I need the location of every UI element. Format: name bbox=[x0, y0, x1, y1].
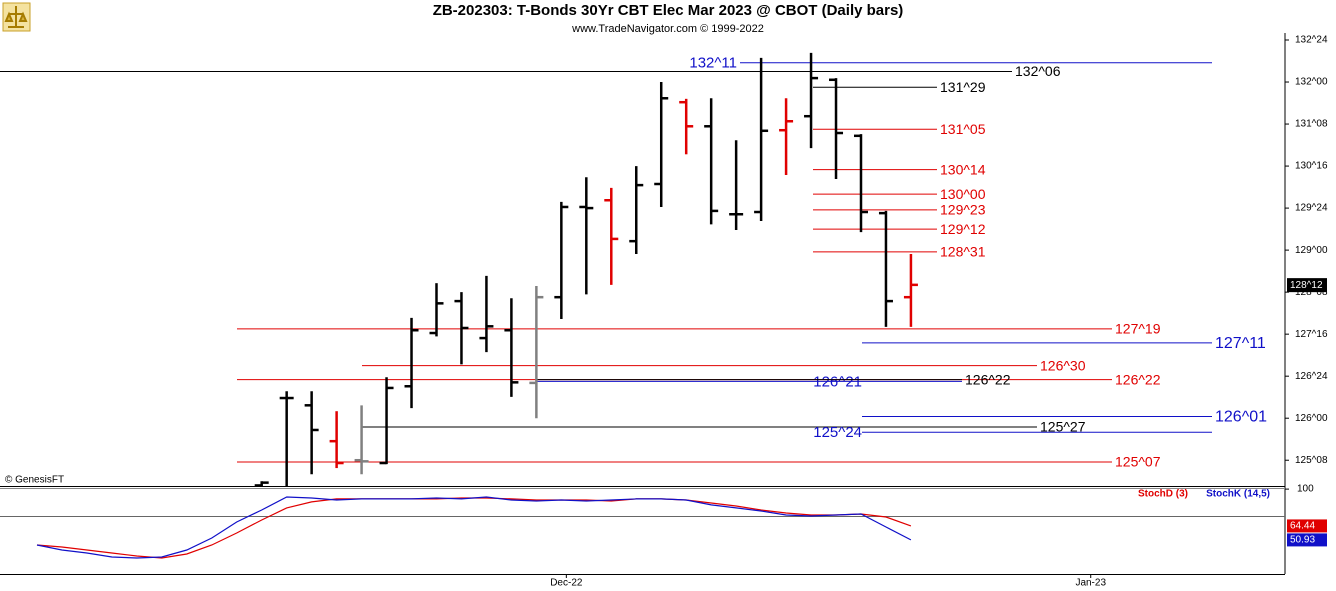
logo bbox=[2, 2, 31, 32]
price-plot: 132^11 132^06131^29131^05130^14130^00129^… bbox=[0, 52, 1267, 486]
chart-title: ZB-202303: T-Bonds 30Yr CBT Elec Mar 202… bbox=[433, 2, 904, 19]
y-tick-label: 129^00 bbox=[1295, 245, 1328, 256]
level-label: 125^24 bbox=[813, 424, 862, 441]
y-tick-label: 127^16 bbox=[1295, 329, 1328, 340]
level-label: 130^00 bbox=[940, 186, 986, 202]
y-tick-label: 132^00 bbox=[1295, 77, 1328, 88]
y-tick-label: 125^08 bbox=[1295, 455, 1328, 466]
y-tick-label: 132^24 bbox=[1295, 35, 1328, 46]
level-label: 131^29 bbox=[940, 79, 986, 95]
last-value-label: 64.44 bbox=[1290, 521, 1315, 532]
level-label: 126^21 bbox=[813, 373, 862, 390]
y-tick-label: 131^08 bbox=[1295, 119, 1328, 130]
level-label: 131^05 bbox=[940, 121, 986, 137]
y-tick-label: 100 bbox=[1297, 484, 1314, 495]
level-label: 129^23 bbox=[940, 202, 986, 218]
level-label: 125^07 bbox=[1115, 454, 1161, 470]
source-note: © GenesisFT bbox=[5, 475, 64, 486]
last-value-box bbox=[1287, 519, 1327, 533]
level-label: 126^30 bbox=[1040, 357, 1086, 373]
last-price-box bbox=[1287, 278, 1327, 293]
y-tick-label: 126^00 bbox=[1295, 413, 1328, 424]
y-tick-label: 130^16 bbox=[1295, 161, 1328, 172]
x-tick-label: Dec-22 bbox=[550, 578, 583, 589]
y-tick-label: 126^24 bbox=[1295, 371, 1328, 382]
last-price-label: 128^12 bbox=[1290, 280, 1323, 291]
last-value-box bbox=[1287, 533, 1327, 547]
level-label: 126^01 bbox=[1215, 409, 1267, 426]
level-label: 129^12 bbox=[940, 221, 986, 237]
level-label: 132^11 bbox=[689, 55, 737, 72]
level-label: 127^19 bbox=[1115, 321, 1161, 337]
chart-subtitle: www.TradeNavigator.com © 1999-2022 bbox=[571, 23, 764, 35]
y-tick-label: 128^08 bbox=[1295, 287, 1328, 298]
x-tick-label: Jan-23 bbox=[1075, 578, 1106, 589]
level-label: 132^06 bbox=[1015, 63, 1061, 79]
stoch-line bbox=[36, 496, 912, 559]
legend-entry: StochK (14,5) bbox=[1206, 489, 1270, 500]
level-label: 130^14 bbox=[940, 161, 986, 177]
level-label: 126^22 bbox=[1115, 371, 1161, 387]
y-tick-label: 129^24 bbox=[1295, 203, 1328, 214]
level-label: 126^22 bbox=[965, 371, 1011, 387]
level-label: 127^11 bbox=[1215, 335, 1266, 352]
legend-entry: StochD (3) bbox=[1138, 489, 1188, 500]
last-value-label: 50.93 bbox=[1290, 535, 1315, 546]
level-label: 125^27 bbox=[1040, 419, 1086, 435]
level-label: 128^31 bbox=[940, 244, 986, 260]
